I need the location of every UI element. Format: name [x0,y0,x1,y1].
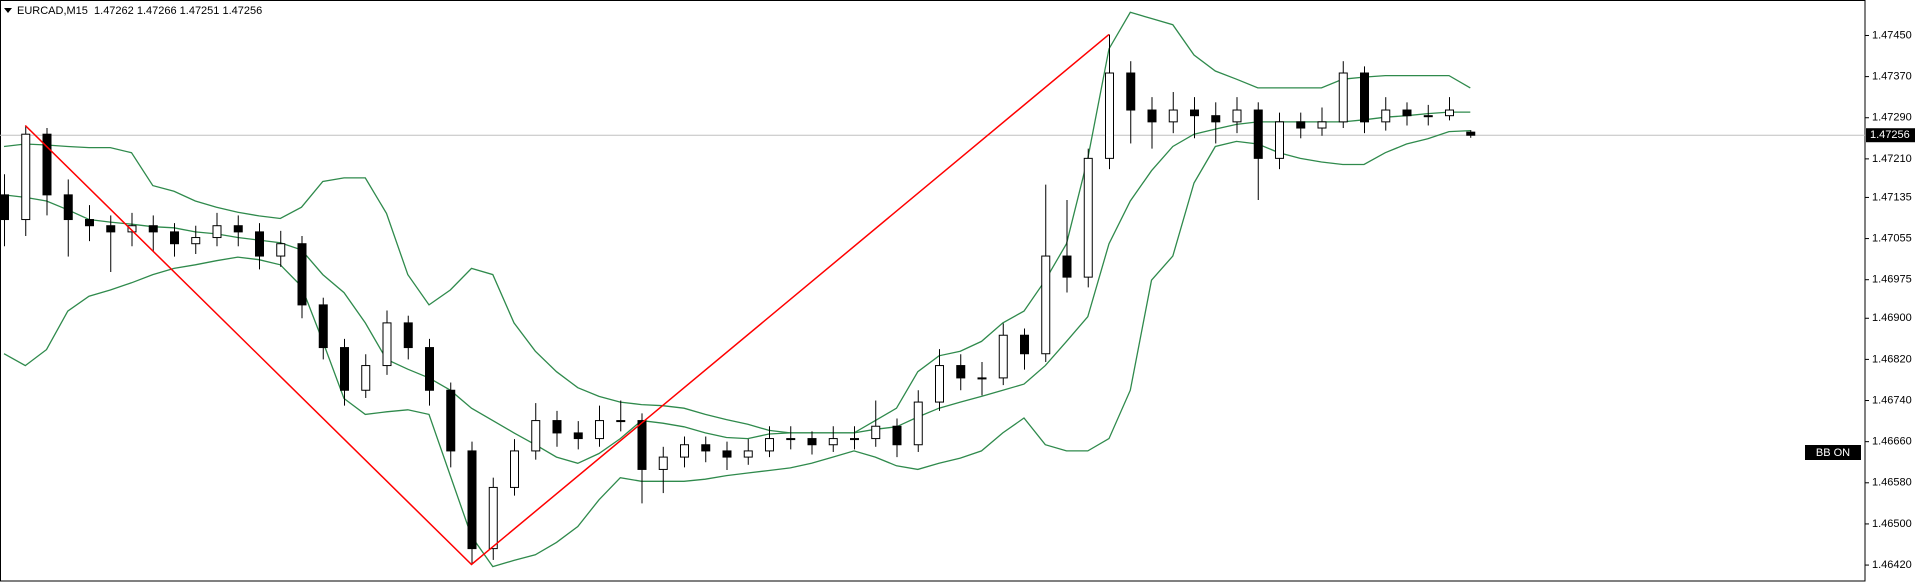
y-tick-label: 1.47450 [1872,29,1912,41]
y-tick-label: 1.46900 [1872,312,1912,324]
candle-body [297,243,307,306]
candle-body [552,420,562,434]
candle-body [850,438,859,441]
candle-body [828,438,838,446]
bollinger-middle [3,111,1471,464]
bollinger-upper [3,11,1471,434]
candle-body [233,225,243,233]
candle-body [616,420,626,423]
candle-body [403,322,413,349]
candle-body [1105,72,1114,159]
candle-body [1253,109,1263,159]
candle-body [361,365,371,391]
candle-body [1232,109,1242,123]
candle-body [212,225,222,239]
candle-body [488,486,498,550]
y-tick-label: 1.47135 [1872,191,1912,203]
y-tick-label: 1.46740 [1872,394,1912,406]
candle-body [765,438,774,452]
candle-body [743,450,753,458]
candle-body [1168,109,1178,123]
candle-body [956,365,966,379]
candle-body [255,231,264,257]
y-tick-label: 1.46975 [1872,274,1912,286]
candle-body [42,133,52,196]
candle-body [63,194,73,221]
y-tick-label: 1.46420 [1872,559,1912,571]
candle-body [807,438,817,446]
candle-body [1126,72,1136,111]
candle-body [510,450,519,488]
candle-body [127,225,137,233]
y-tick-label: 1.46820 [1872,353,1912,365]
candle-body [1445,109,1454,117]
current-price-box [1866,128,1915,143]
candle-body [191,237,201,245]
candle-body [0,194,9,221]
title-marker [4,8,12,13]
candle-body [701,444,711,452]
candle-body [977,377,987,380]
candle-body [21,133,31,221]
chart-title: EURCAD,M15 1.47262 1.47266 1.47251 1.472… [17,5,262,17]
candle-body [680,444,689,458]
candle-body [382,322,392,367]
y-tick-label: 1.47370 [1872,71,1912,83]
candle-body [913,401,923,446]
y-tick-label: 1.47210 [1872,153,1912,165]
candle-body [170,231,179,245]
candle-body [1381,109,1391,123]
y-tick-label: 1.46580 [1872,477,1912,489]
indicator-badge: BB ON [1816,447,1850,459]
candle-body [340,347,349,391]
y-tick-label: 1.47055 [1872,232,1912,244]
candle-body [1041,255,1051,355]
candle-body [935,365,944,403]
candle-body [1083,157,1093,278]
candle-body [1466,131,1476,136]
candle-body [425,347,434,391]
candle-body [637,420,647,470]
candle-body [276,243,286,257]
current-price-label: 1.47256 [1870,129,1910,141]
candle-body [1275,121,1284,159]
plot-frame [0,0,1866,582]
indicator-badge-box [1805,445,1861,460]
candle-body [1211,115,1221,123]
candle-body [1402,109,1412,117]
candle-body [1423,115,1433,118]
candle-body [467,450,477,550]
candle-body [1296,121,1306,129]
candle-body [722,450,732,458]
candle-body [998,334,1008,379]
candle-body [1338,72,1348,123]
candle-body [1317,121,1327,129]
candle-body [1147,109,1157,123]
candle-body [1062,255,1072,278]
candle-body [1360,72,1369,123]
y-tick-label: 1.47290 [1872,112,1912,124]
candle-body [1020,334,1029,355]
candle-body [573,432,583,440]
candle-body [318,304,328,349]
candle-body [106,225,116,233]
bollinger-lower [3,129,1471,568]
y-tick-label: 1.46500 [1872,518,1912,530]
y-tick-label: 1.46660 [1872,436,1912,448]
candle-body [1190,109,1199,117]
candle-body [871,425,881,440]
candle-body [595,420,604,440]
candle-body [658,456,668,470]
candle-body [786,438,796,441]
candle-body [892,425,902,446]
candle-body [446,389,456,452]
zigzag-line [24,33,1110,566]
candle-body [148,225,158,233]
candle-body [85,219,94,227]
candle-body [531,420,541,452]
